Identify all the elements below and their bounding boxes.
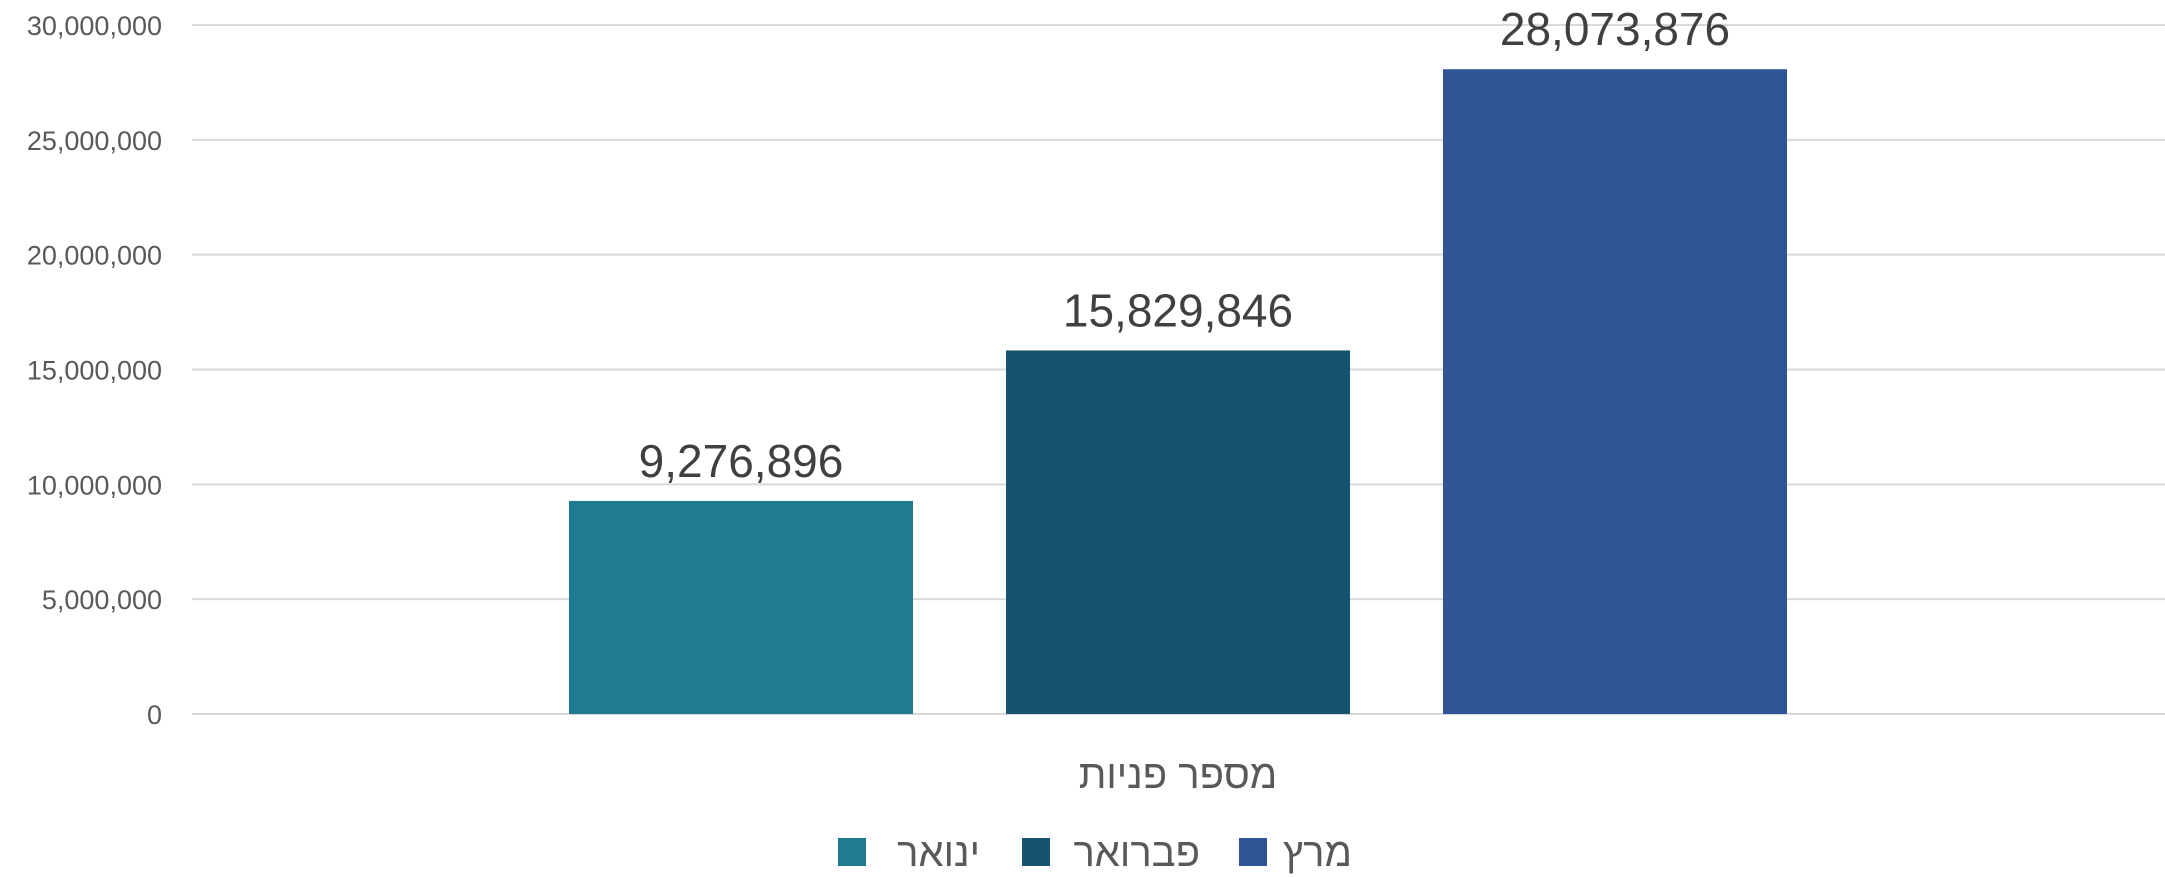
legend-swatch bbox=[1022, 838, 1050, 866]
y-tick-label: 25,000,000 bbox=[27, 126, 162, 156]
data-label: 28,073,876 bbox=[1500, 3, 1730, 55]
legend-label: מרץ bbox=[1283, 831, 1352, 875]
legend-label: פברואר bbox=[1073, 831, 1200, 875]
y-axis-ticks: 0 5,000,000 10,000,000 15,000,000 20,000,000… bbox=[27, 11, 162, 730]
category-label: מספר פניות bbox=[1079, 753, 1278, 797]
legend-label: ינואר bbox=[897, 831, 980, 875]
legend: ינואר פברואר מרץ bbox=[838, 831, 1352, 875]
bar bbox=[569, 500, 913, 714]
bar bbox=[1443, 69, 1787, 715]
y-tick-label: 0 bbox=[147, 700, 162, 730]
y-tick-label: 15,000,000 bbox=[27, 356, 162, 386]
y-tick-label: 20,000,000 bbox=[27, 241, 162, 271]
y-tick-label: 30,000,000 bbox=[27, 11, 162, 41]
data-label: 9,276,896 bbox=[639, 435, 844, 487]
legend-swatch bbox=[838, 838, 866, 866]
legend-swatch bbox=[1239, 838, 1267, 866]
y-tick-label: 10,000,000 bbox=[27, 470, 162, 500]
data-labels: 9,276,896 15,829,846 28,073,876 bbox=[639, 3, 1730, 487]
bar bbox=[1006, 350, 1350, 714]
y-tick-label: 5,000,000 bbox=[42, 585, 162, 615]
bars bbox=[569, 69, 1787, 715]
data-label: 15,829,846 bbox=[1063, 284, 1293, 336]
